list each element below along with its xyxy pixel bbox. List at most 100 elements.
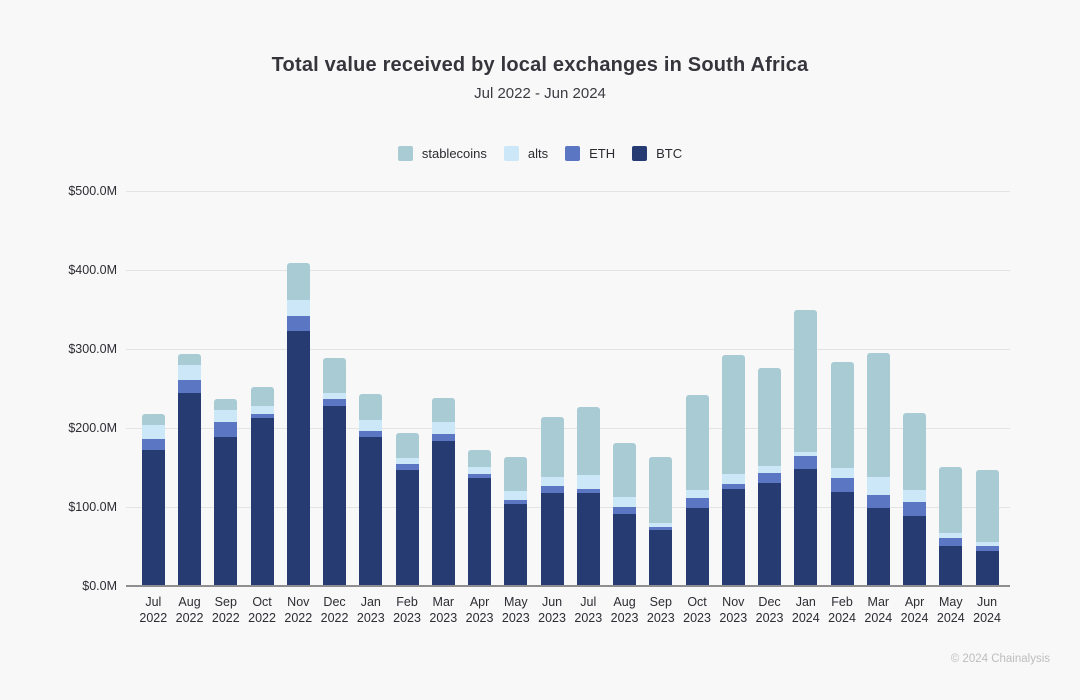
- bar-segment-eth[interactable]: [939, 538, 963, 546]
- bar-segment-alts[interactable]: [975, 541, 999, 546]
- bar-segment-alts[interactable]: [613, 496, 637, 507]
- bar-segment-stablecoins[interactable]: [286, 262, 310, 300]
- bar-segment-eth[interactable]: [866, 495, 890, 508]
- bar-segment-alts[interactable]: [178, 365, 202, 380]
- legend-item-btc[interactable]: BTC: [632, 146, 682, 161]
- bar-segment-btc[interactable]: [504, 504, 528, 585]
- bar-segment-eth[interactable]: [286, 315, 310, 332]
- bar-segment-alts[interactable]: [758, 465, 782, 473]
- bar-sep-2023[interactable]: [649, 456, 673, 585]
- bar-jun-2023[interactable]: [540, 416, 564, 585]
- bar-mar-2023[interactable]: [431, 397, 455, 585]
- bar-segment-eth[interactable]: [794, 455, 818, 469]
- bar-segment-alts[interactable]: [939, 532, 963, 539]
- bar-segment-alts[interactable]: [903, 489, 927, 503]
- bar-segment-stablecoins[interactable]: [250, 387, 274, 406]
- bar-aug-2022[interactable]: [178, 354, 202, 585]
- bar-segment-stablecoins[interactable]: [649, 456, 673, 524]
- bar-segment-alts[interactable]: [866, 476, 890, 496]
- bar-segment-eth[interactable]: [178, 379, 202, 393]
- bar-oct-2022[interactable]: [250, 387, 274, 585]
- bar-segment-eth[interactable]: [903, 502, 927, 516]
- bar-segment-alts[interactable]: [286, 299, 310, 316]
- bar-jan-2023[interactable]: [359, 393, 383, 585]
- bar-segment-alts[interactable]: [685, 490, 709, 499]
- bar-segment-eth[interactable]: [685, 498, 709, 509]
- bar-segment-eth[interactable]: [250, 413, 274, 418]
- bar-segment-eth[interactable]: [504, 499, 528, 505]
- bar-segment-alts[interactable]: [431, 421, 455, 435]
- bar-segment-alts[interactable]: [721, 474, 745, 484]
- bar-segment-btc[interactable]: [613, 513, 637, 585]
- bar-aug-2023[interactable]: [613, 442, 637, 585]
- bar-segment-eth[interactable]: [141, 438, 165, 450]
- bar-segment-btc[interactable]: [576, 493, 600, 585]
- bar-segment-btc[interactable]: [794, 468, 818, 585]
- bar-segment-btc[interactable]: [468, 477, 492, 585]
- bar-segment-stablecoins[interactable]: [431, 397, 455, 422]
- bar-segment-stablecoins[interactable]: [975, 469, 999, 542]
- bar-segment-alts[interactable]: [141, 425, 165, 439]
- bar-may-2024[interactable]: [939, 466, 963, 585]
- bar-may-2023[interactable]: [504, 457, 528, 585]
- bar-segment-btc[interactable]: [649, 529, 673, 585]
- bar-segment-stablecoins[interactable]: [395, 433, 419, 458]
- bar-dec-2022[interactable]: [323, 357, 347, 585]
- legend-item-alts[interactable]: alts: [503, 146, 548, 161]
- bar-segment-stablecoins[interactable]: [540, 416, 564, 477]
- bar-segment-btc[interactable]: [975, 551, 999, 585]
- bar-segment-eth[interactable]: [721, 483, 745, 490]
- bar-mar-2024[interactable]: [866, 352, 890, 585]
- bar-segment-eth[interactable]: [468, 474, 492, 478]
- bar-segment-alts[interactable]: [214, 409, 238, 422]
- bar-segment-stablecoins[interactable]: [939, 466, 963, 533]
- bar-segment-btc[interactable]: [721, 489, 745, 585]
- bar-segment-alts[interactable]: [250, 405, 274, 414]
- bar-segment-btc[interactable]: [540, 493, 564, 585]
- legend-item-eth[interactable]: ETH: [565, 146, 615, 161]
- bar-segment-stablecoins[interactable]: [576, 407, 600, 476]
- bar-segment-alts[interactable]: [794, 451, 818, 456]
- bar-segment-btc[interactable]: [903, 515, 927, 585]
- bar-segment-stablecoins[interactable]: [214, 398, 238, 410]
- bar-sep-2022[interactable]: [214, 398, 238, 585]
- bar-segment-stablecoins[interactable]: [794, 310, 818, 452]
- bar-segment-btc[interactable]: [431, 441, 455, 585]
- bar-apr-2023[interactable]: [468, 449, 492, 585]
- bar-segment-btc[interactable]: [395, 470, 419, 585]
- bar-segment-eth[interactable]: [975, 545, 999, 551]
- bar-segment-stablecoins[interactable]: [178, 354, 202, 366]
- bar-segment-stablecoins[interactable]: [685, 394, 709, 491]
- bar-segment-eth[interactable]: [758, 472, 782, 484]
- bar-segment-btc[interactable]: [939, 545, 963, 585]
- bar-jul-2022[interactable]: [141, 414, 165, 585]
- bar-segment-alts[interactable]: [649, 523, 673, 527]
- bar-segment-btc[interactable]: [214, 436, 238, 585]
- bar-segment-stablecoins[interactable]: [903, 412, 927, 490]
- bar-segment-stablecoins[interactable]: [830, 362, 854, 469]
- bar-segment-alts[interactable]: [395, 457, 419, 465]
- bar-segment-alts[interactable]: [540, 476, 564, 486]
- bar-segment-stablecoins[interactable]: [504, 457, 528, 492]
- bar-segment-alts[interactable]: [576, 475, 600, 489]
- bar-segment-eth[interactable]: [576, 488, 600, 494]
- bar-segment-btc[interactable]: [359, 437, 383, 585]
- bar-feb-2023[interactable]: [395, 433, 419, 585]
- bar-segment-alts[interactable]: [323, 393, 347, 400]
- bar-jan-2024[interactable]: [794, 310, 818, 585]
- bar-segment-eth[interactable]: [431, 434, 455, 442]
- bar-segment-btc[interactable]: [323, 405, 347, 585]
- bar-nov-2022[interactable]: [286, 262, 310, 585]
- bar-segment-btc[interactable]: [830, 491, 854, 585]
- bar-segment-eth[interactable]: [395, 464, 419, 471]
- bar-segment-eth[interactable]: [830, 478, 854, 492]
- bar-segment-eth[interactable]: [649, 526, 673, 530]
- bar-jun-2024[interactable]: [975, 469, 999, 585]
- legend-item-stablecoins[interactable]: stablecoins: [397, 146, 487, 161]
- bar-segment-btc[interactable]: [758, 483, 782, 585]
- bar-nov-2023[interactable]: [721, 355, 745, 585]
- bar-segment-btc[interactable]: [685, 508, 709, 585]
- bar-segment-stablecoins[interactable]: [613, 442, 637, 497]
- bar-apr-2024[interactable]: [903, 412, 927, 585]
- bar-segment-btc[interactable]: [286, 331, 310, 585]
